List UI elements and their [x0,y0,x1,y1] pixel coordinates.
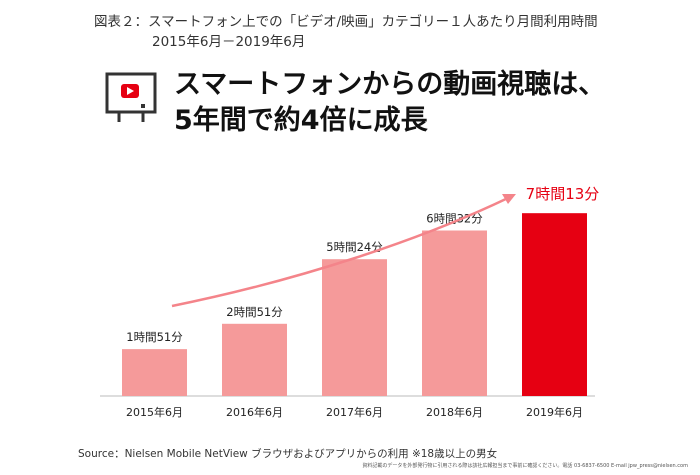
data-label-1: 1時間51分 [126,330,183,344]
trend-arrow-line [171,196,509,308]
figure-title-line1: 図表２：スマートフォン上での「ビデオ/映画」カテゴリー１人あたり月間利用時間 [94,14,598,30]
source-note: Source：Nielsen Mobile NetView ブラウザおよびアプリ… [78,448,498,460]
figure-title: 図表２：スマートフォン上での「ビデオ/映画」カテゴリー１人あたり月間利用時間 2… [94,12,598,52]
data-label-5: 7時間13分 [526,185,600,203]
data-label-3: 5時間24分 [326,240,383,254]
bar-chart: 1時間51分2015年6月2時間51分2016年6月5時間24分2017年6月6… [100,185,600,419]
headline-line1: スマートフォンからの動画視聴は、 [174,69,606,100]
bar-5 [522,213,587,396]
headline-line2: 5年間で約4倍に成長 [174,105,428,136]
x-tick-label-3: 2017年6月 [326,405,383,419]
bar-4 [422,230,487,396]
bar-3 [322,259,387,396]
figure-title-line2: 2015年6月－2019年6月 [152,34,306,50]
data-label-2: 2時間51分 [226,305,283,319]
x-tick-label-5: 2019年6月 [526,405,583,419]
copyright-note: 資料記載のデータを外部発行物に引用される際は該社広報担当まで事前に確認ください。… [362,463,688,469]
headline: スマートフォンからの動画視聴は、 5年間で約4倍に成長 [174,67,605,139]
tv-play-icon [105,72,157,122]
x-tick-label-4: 2018年6月 [426,405,483,419]
x-tick-label-2: 2016年6月 [226,405,283,419]
x-tick-label-1: 2015年6月 [126,405,183,419]
bar-1 [122,349,187,396]
bar-2 [222,323,287,396]
trend-arrow-head [502,194,516,204]
